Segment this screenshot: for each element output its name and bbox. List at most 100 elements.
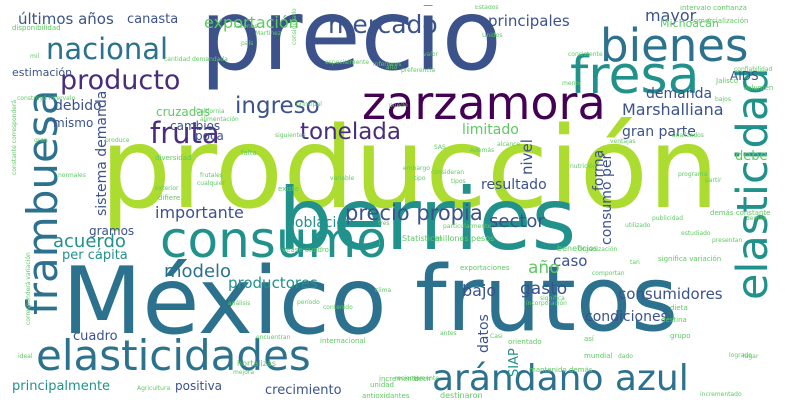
word-sistema-demanda: sistema demanda xyxy=(94,90,110,216)
word-exportaciones: exportaciones xyxy=(460,264,510,272)
word-condiciones: condiciones xyxy=(585,309,668,325)
word-demás: demás xyxy=(746,215,767,222)
word-crecimiento: crecimiento xyxy=(265,383,342,398)
word-unidos: Unidos xyxy=(482,32,503,39)
word-encuentran: encuentran xyxy=(256,334,291,341)
word-últimos-años: últimos años xyxy=(18,10,114,28)
word-contenido: contenido xyxy=(323,304,353,311)
word-decir: decir xyxy=(414,375,432,383)
word-tipo: tipo xyxy=(414,175,426,182)
word-principalmente: principalmente xyxy=(12,379,111,394)
word-puede: puede xyxy=(389,102,408,109)
word-variable: variable xyxy=(330,175,355,182)
word-gran-parte: gran parte xyxy=(622,124,696,140)
word-martínez: Martínez xyxy=(255,30,281,37)
word-período: período xyxy=(297,299,320,306)
word-alcance: alcance xyxy=(497,141,521,148)
word-precio: precio xyxy=(200,5,502,93)
word-fresa: fresa xyxy=(570,46,700,106)
word-dieta: dieta xyxy=(670,304,688,312)
word-programa: programa xyxy=(678,171,708,178)
word-construyó-intervalo: construyó intervalo xyxy=(17,95,76,102)
word-antioxidantes: antioxidantes xyxy=(362,392,410,400)
word-arándano-azul: arándano azul xyxy=(432,358,689,399)
word-difiere: difiere xyxy=(158,194,181,202)
word-internacional: internacional xyxy=(320,337,366,345)
word-mercado: mercado xyxy=(328,10,438,39)
word-así: así xyxy=(584,335,594,343)
word-unidad: unidad xyxy=(370,381,394,389)
word-elasticidad: elasticidad xyxy=(728,67,778,301)
word-mayor: mayor xyxy=(645,6,697,25)
word-especialmente: especialmente xyxy=(325,59,370,66)
word-berries: berries xyxy=(278,170,577,270)
word-publicidad: publicidad xyxy=(652,215,684,222)
word-limitado: limitado xyxy=(462,122,519,138)
word-cruzadas: cruzadas xyxy=(156,105,211,119)
word-estudiado: estudiado xyxy=(681,230,711,237)
word-cloud: precio producción México berries frutos zarza… xyxy=(10,5,780,400)
word-principales: principales xyxy=(488,12,570,30)
word-mejora: mejora xyxy=(233,369,255,376)
word-consideran: consideran xyxy=(431,169,465,176)
word-cantidad-demandada: cantidad demandada xyxy=(164,56,228,63)
word-diversidad: diversidad xyxy=(155,154,192,162)
word-bienes: bienes xyxy=(600,19,749,72)
word-produce: produce xyxy=(105,137,130,144)
word-nacional: nacional xyxy=(46,32,169,66)
word-millones-pesos: millones pesos xyxy=(435,234,495,243)
word-precio-propia: precio propia xyxy=(345,201,483,225)
word-demanda: demanda xyxy=(646,86,713,102)
word-principal: principal xyxy=(296,101,322,108)
word-analizados: analizados xyxy=(672,132,704,139)
word-resultado: resultado xyxy=(481,177,547,193)
word-particularmente: particularmente xyxy=(443,223,492,230)
word-país: país xyxy=(241,40,254,47)
word-falta: falta xyxy=(241,149,257,157)
word-modelo: modelo xyxy=(164,261,232,282)
word-año: año xyxy=(528,258,560,278)
word-embargo: embargo xyxy=(403,165,430,172)
word-frutos: frutos xyxy=(415,247,678,352)
word-per-cápita: per cápita xyxy=(62,248,128,263)
word-demás-constante: demás constante xyxy=(710,209,771,217)
word-incorporación: incorporación xyxy=(526,300,567,307)
word-normales: normales xyxy=(58,172,86,179)
word-constante-corresponderá: constante corresponderá xyxy=(11,99,18,175)
word-considerado: considerado xyxy=(291,8,298,45)
word-statistical: Statistical xyxy=(402,234,442,243)
word-sector: sector xyxy=(489,211,545,232)
word-caso: caso xyxy=(553,252,588,270)
word-destinaron: destinaron xyxy=(440,391,483,400)
word-producción: producción xyxy=(100,104,720,234)
word-confiabilidad: confiabilidad xyxy=(734,66,773,73)
word-consistente: consistente xyxy=(568,51,603,58)
word-existe: existe xyxy=(278,185,299,193)
word-debido: debido xyxy=(54,98,102,114)
word-ideal: ideal xyxy=(18,353,33,360)
word-siguientes: siguientes xyxy=(275,132,306,139)
word-california: California xyxy=(196,108,225,115)
word-jalisco: Jalisco xyxy=(716,77,739,85)
word-estimación: estimación xyxy=(12,66,73,79)
word-bajos: bajos xyxy=(715,96,731,103)
word-gramos: gramos xyxy=(89,224,135,238)
word-nivel: nivel xyxy=(518,139,536,175)
word-positiva: positiva xyxy=(175,379,223,393)
word-estados: Estados xyxy=(475,5,499,11)
word-orientado: orientado xyxy=(508,338,542,346)
word-agricultura: Agricultura xyxy=(137,385,171,392)
word-fruta: fruta xyxy=(150,116,220,150)
word-inferiores: inferiores xyxy=(373,61,402,68)
word-consumo: consumo xyxy=(160,211,387,269)
word-consumidores: consumidores xyxy=(618,285,723,303)
word-gran: gran xyxy=(34,137,48,144)
word-mil: mil xyxy=(30,53,40,60)
word-tonelada: tonelada xyxy=(300,119,401,145)
word-ventajas: ventajas xyxy=(610,138,636,145)
word-importante: importante xyxy=(155,203,244,222)
word-hortalizas: hortalizas xyxy=(237,359,277,368)
word-incremento: incremento xyxy=(379,375,419,383)
word-marshalliana: Marshalliana xyxy=(622,100,724,119)
